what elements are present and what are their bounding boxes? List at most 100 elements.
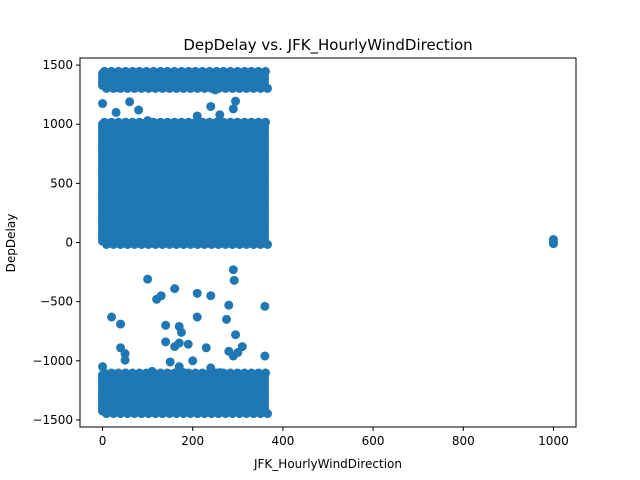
scatter-point: [224, 300, 234, 310]
scatter-point: [170, 368, 179, 378]
chart-title: DepDelay vs. JFK_HourlyWindDirection: [183, 36, 472, 55]
scatter-point: [249, 409, 258, 419]
scatter-point: [228, 409, 237, 419]
scatter-point: [107, 312, 117, 322]
scatter-point: [100, 117, 109, 127]
scatter-point: [226, 117, 235, 127]
scatter-point: [156, 66, 165, 76]
scatter-point: [256, 240, 265, 249]
scatter-point: [240, 117, 249, 127]
scatter-point: [172, 409, 181, 419]
scatter-point: [176, 327, 186, 337]
scatter-point: [151, 409, 160, 419]
scatter-point: [228, 104, 238, 114]
scatter-point: [231, 96, 241, 106]
y-axis-ticks: −1500 −1000 −500 0 500 1000 1500: [32, 58, 80, 427]
scatter-point: [219, 66, 228, 76]
scatter-point: [263, 240, 272, 249]
scatter-point: [165, 72, 175, 82]
scatter-point: [151, 240, 160, 249]
y-tick-label: 500: [50, 176, 73, 190]
scatter-point: [200, 240, 209, 249]
scatter-point: [192, 312, 202, 322]
scatter-point: [226, 368, 235, 378]
scatter-point: [102, 240, 111, 249]
scatter-point: [163, 117, 172, 127]
scatter-point: [214, 409, 223, 419]
scatter-point: [144, 409, 153, 419]
y-tick-label: 1000: [42, 117, 73, 131]
scatter-point: [123, 409, 132, 419]
scatter-point: [128, 117, 137, 127]
x-axis-label: JFK_HourlyWindDirection: [253, 457, 402, 471]
scatter-point: [123, 240, 132, 249]
scatter-point: [179, 409, 188, 419]
scatter-point: [212, 117, 221, 127]
scatter-point: [254, 66, 263, 76]
scatter-point: [107, 117, 116, 127]
scatter-point: [158, 240, 167, 249]
scatter-point: [120, 355, 130, 365]
scatter-point: [137, 240, 146, 249]
scatter-point: [111, 107, 121, 117]
scatter-point: [102, 409, 111, 419]
scatter-point: [233, 117, 242, 127]
scatter-point: [226, 66, 235, 76]
scatter-point: [205, 66, 214, 76]
scatter-point: [191, 66, 200, 76]
x-tick-label: 200: [181, 434, 204, 448]
scatter-point: [156, 117, 165, 127]
scatter-point: [228, 240, 237, 249]
scatter-point: [161, 337, 171, 347]
scatter-point: [111, 83, 121, 93]
scatter-point: [242, 83, 251, 93]
y-tick-label: 1500: [42, 58, 73, 72]
scatter-point: [254, 368, 263, 378]
scatter-point: [114, 117, 123, 127]
scatter-point: [121, 368, 130, 378]
scatter-point: [198, 117, 207, 127]
scatter-point: [179, 368, 189, 378]
scatter-point: [242, 409, 251, 419]
scatter-point: [161, 320, 171, 330]
scatter-point: [260, 301, 270, 311]
scatter-point: [256, 83, 265, 93]
scatter-point: [143, 116, 153, 126]
scatter-point: [172, 240, 181, 249]
scatter-point: [249, 240, 258, 249]
scatter-point: [107, 368, 116, 378]
scatter-point: [228, 265, 238, 275]
scatter-point: [116, 240, 125, 249]
scatter-point: [240, 368, 249, 378]
scatter-point: [114, 66, 123, 76]
x-tick-label: 600: [362, 434, 385, 448]
y-tick-label: −1500: [32, 413, 73, 427]
scatter-point: [170, 284, 180, 294]
scatter-point: [134, 105, 144, 115]
scatter-point: [174, 338, 184, 348]
dense-cluster-0: [98, 66, 272, 93]
x-tick-label: 0: [99, 434, 107, 448]
scatter-point: [193, 240, 202, 249]
scatter-point: [237, 342, 247, 352]
scatter-point: [188, 79, 198, 89]
scatter-point: [228, 83, 237, 93]
scatter-point: [214, 240, 223, 249]
scatter-point: [114, 368, 123, 378]
scatter-point: [221, 409, 230, 419]
scatter-point: [128, 368, 137, 378]
scatter-point: [261, 368, 270, 378]
scatter-point: [215, 368, 225, 378]
scatter-marks: [98, 66, 558, 419]
x-axis-ticks: 0 200 400 600 800 1000: [99, 427, 569, 448]
scatter-point: [102, 83, 111, 93]
scatter-point: [261, 117, 270, 127]
x-tick-label: 800: [452, 434, 475, 448]
scatter-point: [198, 368, 207, 378]
scatter-point: [135, 368, 144, 378]
scatter-point: [137, 83, 146, 93]
scatter-point: [548, 239, 558, 249]
scatter-point: [249, 83, 258, 93]
dense-cluster-2: [98, 368, 272, 419]
